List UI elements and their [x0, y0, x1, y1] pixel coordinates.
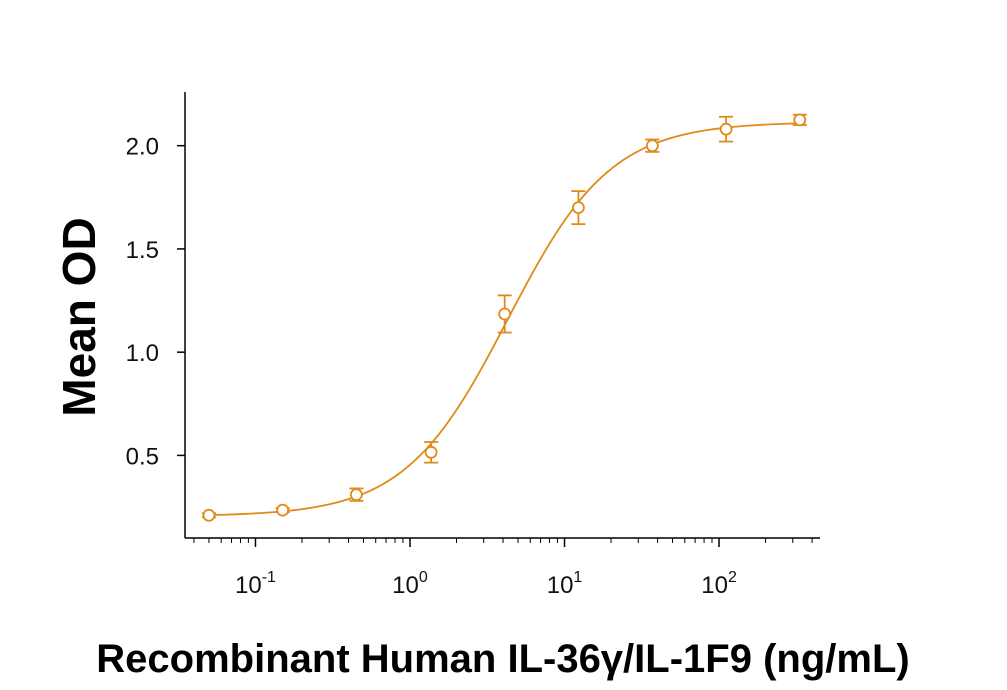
point-marker [572, 201, 585, 215]
data-point [424, 441, 439, 464]
data-point [497, 294, 512, 334]
y-axis: 0.5 1.0 1.5 2.0 [126, 92, 186, 538]
point-marker [349, 488, 363, 502]
x-axis: 10-1 100 101 102 [185, 537, 820, 599]
point-marker [202, 508, 216, 522]
data-point [719, 115, 734, 143]
x-tick-label: 101 [547, 569, 583, 599]
plot-area [201, 113, 807, 522]
data-point [201, 508, 216, 522]
x-tick-label: 10-1 [235, 569, 276, 599]
y-tick-label: 2.0 [126, 134, 159, 161]
point-marker [645, 139, 659, 153]
point-marker [793, 113, 807, 127]
data-point [349, 487, 364, 502]
data-point [571, 190, 586, 226]
y-tick-label: 1.0 [126, 340, 159, 367]
y-tick-label: 1.5 [126, 237, 159, 264]
x-tick-label: 100 [392, 569, 428, 599]
data-point [275, 503, 290, 517]
data-point [645, 138, 660, 153]
point-marker [276, 503, 290, 517]
y-axis-title: Mean OD [53, 217, 105, 416]
point-marker [424, 445, 438, 459]
y-tick-label: 0.5 [126, 443, 159, 470]
point-marker [498, 307, 512, 321]
x-axis-title: Recombinant Human IL-36γ/IL-1F9 (ng/mL) [96, 637, 909, 681]
data-point [792, 113, 807, 127]
x-tick-label: 102 [701, 569, 737, 599]
point-marker [719, 122, 733, 136]
